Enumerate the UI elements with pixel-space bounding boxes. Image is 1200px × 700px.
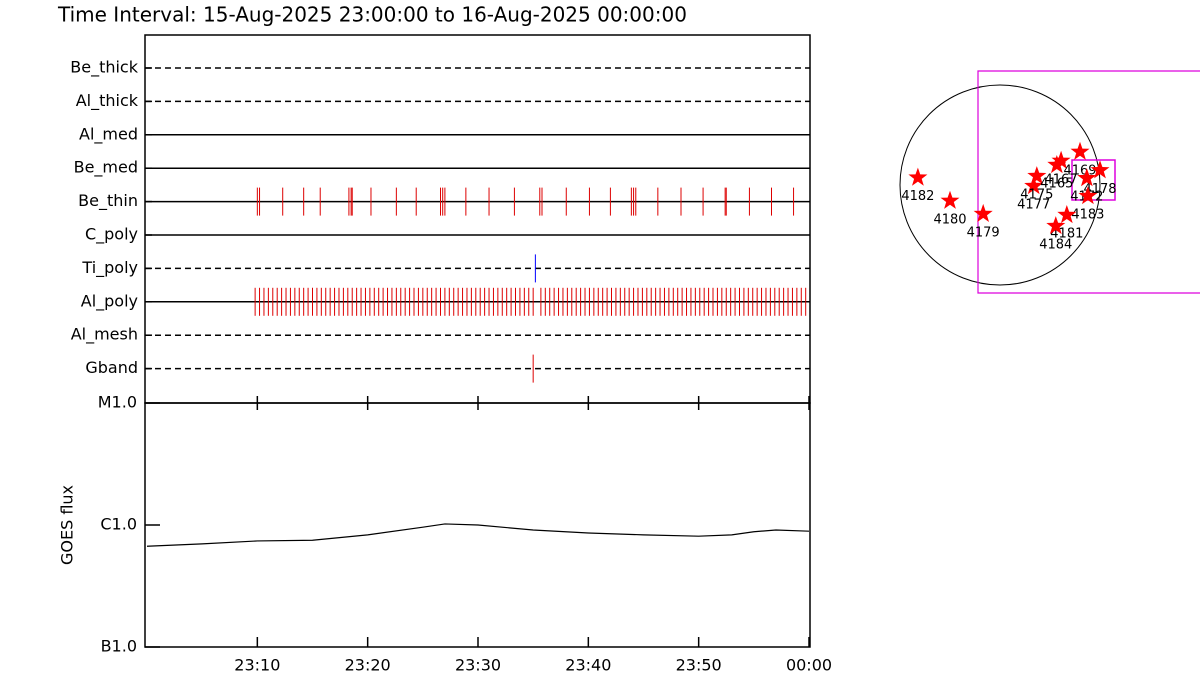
region-star [908,167,928,186]
region-label: 4165 [1040,177,1073,192]
solar-disk [899,84,1101,286]
x-tick-label: 23:40 [565,656,611,675]
region-star [940,190,960,209]
row-label: Be_thick [70,58,138,78]
region-label: 4184 [1039,238,1072,253]
region-label: 4167 [1045,172,1078,187]
region-star [1027,166,1047,185]
row-label: Al_poly [81,291,138,311]
goes-curve [146,523,810,547]
region-star [1070,141,1090,160]
y-axis-label: GOES flux [58,485,77,565]
row-label: Be_med [74,158,138,178]
region-star [1077,168,1097,187]
region-star [1090,160,1110,179]
region-label: 4177 [1017,198,1050,213]
row-label: Ti_poly [81,258,138,278]
timeline-frame [144,34,811,404]
x-tick-label: 23:10 [234,656,280,675]
region-star [1024,176,1044,195]
region-star [973,203,993,222]
region-star [1078,186,1098,205]
x-tick-label: 23:20 [345,656,391,675]
region-label: 4179 [967,225,1000,240]
row-label: Gband [85,358,138,377]
x-tick-label: 23:50 [676,656,722,675]
row-label: Al_thick [76,91,139,111]
fov-box [977,70,1200,294]
y-tick-label: M1.0 [98,393,137,412]
fov-box-small [1071,159,1116,201]
y-tick-label: C1.0 [100,515,137,534]
region-star [1046,216,1066,235]
row-label: Be_thin [78,191,138,211]
region-star [1057,205,1077,224]
region-label: 4180 [933,212,966,227]
row-label: Al_med [79,124,138,144]
region-label: 4183 [1071,208,1104,223]
x-tick-label: 00:00 [786,656,832,675]
region-label: 4175 [1020,188,1053,203]
sun-map: 4182418041794177417541654167416941784172… [899,70,1200,294]
y-tick-label: B1.0 [101,637,137,656]
row-label: C_poly [85,225,138,245]
chart-title: Time Interval: 15-Aug-2025 23:00:00 to 1… [57,3,687,27]
row-label: Al_mesh [71,325,138,345]
region-star [1051,150,1071,169]
x-tick-label: 23:30 [455,656,501,675]
region-label: 4182 [901,189,934,204]
